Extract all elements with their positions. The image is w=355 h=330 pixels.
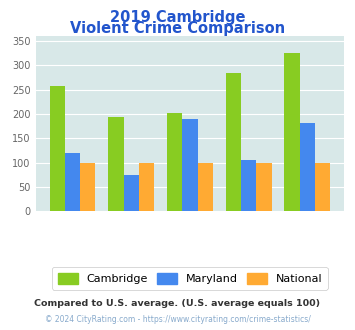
- Bar: [315, 163, 330, 211]
- Bar: [182, 119, 198, 211]
- Bar: [300, 123, 315, 211]
- Bar: [241, 160, 256, 211]
- Bar: [139, 163, 154, 211]
- Bar: [284, 53, 300, 211]
- Bar: [65, 153, 80, 211]
- Text: © 2024 CityRating.com - https://www.cityrating.com/crime-statistics/: © 2024 CityRating.com - https://www.city…: [45, 315, 310, 324]
- Bar: [167, 113, 182, 211]
- Bar: [226, 73, 241, 211]
- Legend: Cambridge, Maryland, National: Cambridge, Maryland, National: [52, 267, 328, 290]
- Bar: [108, 117, 124, 211]
- Text: Compared to U.S. average. (U.S. average equals 100): Compared to U.S. average. (U.S. average …: [34, 299, 321, 308]
- Bar: [256, 163, 272, 211]
- Text: Violent Crime Comparison: Violent Crime Comparison: [70, 21, 285, 36]
- Bar: [124, 175, 139, 211]
- Text: 2019 Cambridge: 2019 Cambridge: [110, 10, 245, 25]
- Bar: [80, 163, 95, 211]
- Bar: [50, 86, 65, 211]
- Bar: [198, 163, 213, 211]
